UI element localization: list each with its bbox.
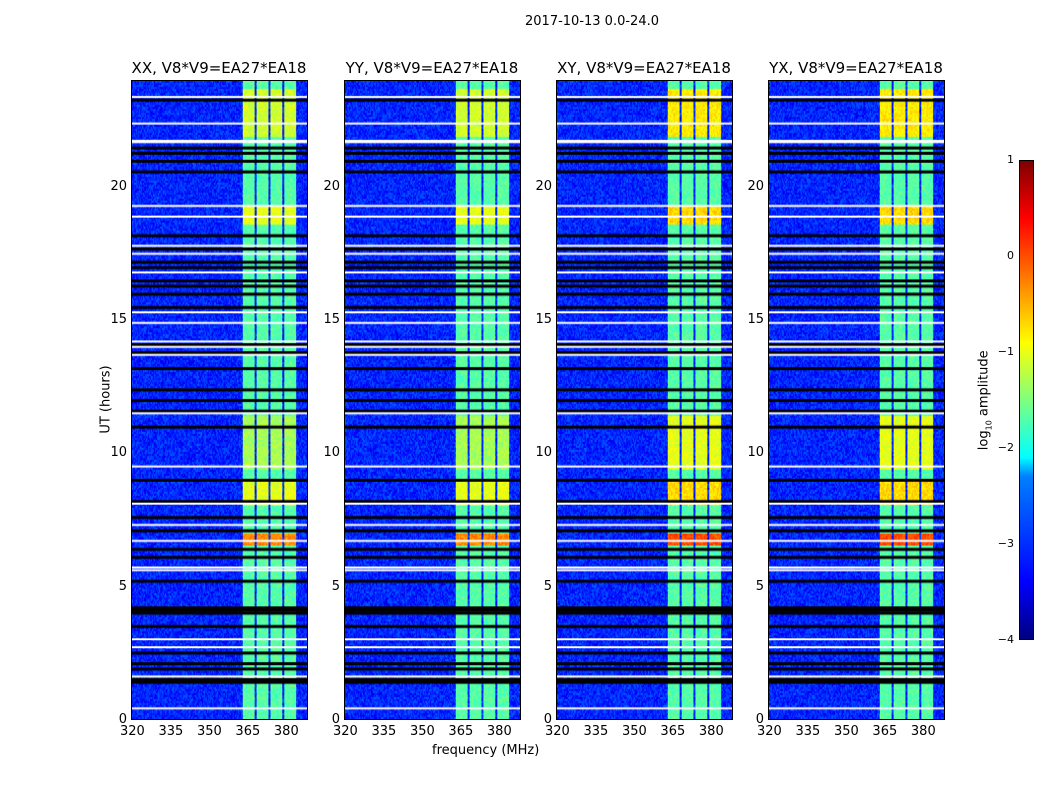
colorbar-tick-label: −3 [997, 537, 1014, 550]
y-axis-label: UT (hours) [98, 365, 114, 434]
colorbar-tick-label: −2 [997, 441, 1014, 454]
y-tick-label: 10 [747, 445, 764, 461]
y-tick-label: 0 [118, 712, 127, 727]
y-tick-label: 20 [747, 178, 764, 194]
panel-title: XX, V8*V9=EA27*EA18 [131, 59, 307, 77]
figure-title: 2017-10-13 0.0-24.0 [525, 14, 659, 29]
x-tick-label: 380 [486, 724, 512, 739]
y-tick-label: 5 [755, 578, 764, 594]
x-tick-label: 350 [621, 724, 647, 739]
colorbar-tick-label: 1 [1007, 153, 1014, 166]
y-tick-label: 15 [535, 312, 552, 327]
colorbar-tick-label: −4 [997, 633, 1014, 646]
colorbar-label-rest: amplitude [976, 350, 992, 421]
y-tick-label: 10 [323, 445, 340, 461]
colorbar-tick-label: −1 [997, 345, 1014, 358]
y-tick-label: 0 [543, 712, 552, 727]
colorbar-label-main: log [976, 430, 992, 451]
x-tick-label: 335 [583, 724, 609, 739]
x-tick-label: 350 [833, 724, 859, 739]
x-tick-label: 320 [545, 724, 570, 739]
x-tick-label: 320 [757, 724, 782, 739]
heatmap-panel [768, 80, 945, 720]
colorbar-tick-label: 0 [1007, 249, 1014, 262]
x-tick-label: 350 [409, 724, 435, 739]
colorbar-label: log10 amplitude [977, 345, 994, 455]
heatmap-panel [556, 80, 733, 720]
x-tick-label: 350 [196, 724, 222, 739]
y-tick-label: 0 [331, 712, 340, 727]
x-tick-label: 335 [371, 724, 397, 739]
y-tick-label: 5 [331, 578, 340, 594]
heatmap-cells [345, 81, 520, 719]
x-tick-label: 380 [910, 724, 936, 739]
y-tick-label: 15 [323, 312, 340, 327]
x-tick-label: 335 [795, 724, 821, 739]
y-tick-label: 10 [110, 445, 127, 461]
heatmap-panel [344, 80, 521, 720]
x-tick-label: 320 [333, 724, 358, 739]
x-tick-label: 365 [660, 724, 686, 739]
heatmap-cells [132, 81, 307, 719]
y-tick-label: 20 [535, 178, 552, 194]
x-axis-label: frequency (MHz) [432, 743, 540, 758]
colorbar-label-sub: 10 [984, 420, 994, 431]
y-tick-label: 0 [755, 712, 764, 727]
y-tick-label: 10 [535, 445, 552, 461]
y-tick-label: 20 [323, 178, 340, 194]
panel-title: YX, V8*V9=EA27*EA18 [769, 59, 943, 77]
panel-title: YY, V8*V9=EA27*EA18 [345, 59, 519, 77]
x-tick-label: 365 [448, 724, 474, 739]
x-tick-label: 365 [872, 724, 898, 739]
y-tick-label: 5 [543, 578, 552, 594]
y-tick-label: 15 [110, 312, 127, 327]
x-tick-label: 380 [273, 724, 299, 739]
heatmap-panel [131, 80, 308, 720]
x-tick-label: 365 [235, 724, 261, 739]
x-tick-label: 380 [698, 724, 724, 739]
heatmap-cells [769, 81, 944, 719]
x-tick-label: 320 [120, 724, 145, 739]
y-tick-label: 20 [110, 178, 127, 194]
y-tick-label: 5 [118, 578, 127, 594]
colorbar [1019, 160, 1034, 640]
heatmap-cells [557, 81, 732, 719]
panel-title: XY, V8*V9=EA27*EA18 [557, 59, 731, 77]
x-tick-label: 335 [158, 724, 184, 739]
y-tick-label: 15 [747, 312, 764, 327]
